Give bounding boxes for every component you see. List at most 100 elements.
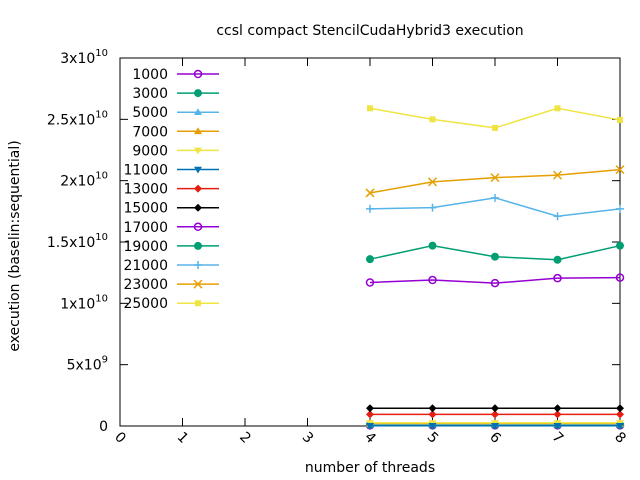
- x-tick-label: 1: [174, 429, 192, 447]
- data-point: [492, 124, 498, 131]
- y-tick-label: 2x1010: [60, 171, 108, 190]
- data-point: [490, 278, 500, 288]
- data-point: [553, 212, 562, 221]
- legend-marker: [194, 241, 202, 250]
- legend-marker: [194, 127, 202, 135]
- legend-label: 5000: [132, 105, 168, 121]
- legend-label: 1000: [132, 67, 168, 83]
- data-point: [616, 422, 624, 430]
- data-point: [365, 188, 375, 198]
- legend-entry: 7000: [132, 124, 219, 140]
- legend-entry: 5000: [132, 105, 219, 121]
- legend-entry: 25000: [123, 296, 219, 312]
- data-point: [491, 422, 499, 430]
- data-point: [616, 410, 624, 419]
- legend-label: 19000: [123, 239, 168, 255]
- legend-marker: [194, 203, 202, 212]
- data-point: [553, 255, 562, 264]
- data-point: [554, 105, 561, 112]
- data-point: [366, 204, 374, 213]
- legend-entry: 21000: [123, 258, 219, 274]
- series-13000: [366, 410, 624, 419]
- data-point: [366, 422, 374, 430]
- series-layer: [365, 105, 625, 430]
- data-point: [366, 410, 374, 419]
- axes: 0 5x109 1x1010 1.5x1010 2x1010 2.5x1010 3x1010…: [47, 48, 629, 447]
- data-point: [616, 241, 624, 250]
- series-11000: [366, 422, 624, 430]
- x-tick-label: 8: [611, 429, 629, 447]
- series-15000: [366, 404, 624, 413]
- legend-marker: [194, 89, 202, 98]
- legend-label: 13000: [123, 182, 168, 198]
- y-tick-label: 2.5x1010: [47, 109, 108, 128]
- data-point: [615, 273, 625, 282]
- legend: 1000 3000 5000 7000 9000 11000 13000 15000 17000…: [123, 67, 219, 312]
- legend-entry: 1000: [132, 67, 219, 83]
- series-19000: [366, 241, 624, 264]
- data-point: [491, 193, 499, 202]
- legend-label: 7000: [132, 124, 168, 140]
- x-tick-label: 3: [299, 429, 317, 447]
- data-point: [429, 116, 436, 123]
- legend-entry: 15000: [123, 201, 219, 217]
- y-tick-label: 0: [99, 419, 108, 435]
- data-point: [428, 422, 437, 430]
- data-point: [427, 177, 438, 187]
- chart-title: ccsl compact StencilCudaHybrid3 executio…: [216, 23, 523, 39]
- data-point: [365, 278, 375, 287]
- data-point: [428, 275, 437, 285]
- series-25000: [367, 105, 623, 131]
- legend-entry: 9000: [132, 143, 219, 159]
- legend-marker: [194, 261, 202, 269]
- data-point: [553, 410, 562, 419]
- x-tick-label: 2: [236, 429, 254, 447]
- data-point: [366, 404, 374, 413]
- data-point: [491, 252, 499, 261]
- plot-frame: [119, 57, 621, 427]
- data-point: [491, 404, 499, 413]
- data-point: [552, 170, 563, 180]
- x-tick-label: 7: [549, 429, 567, 447]
- data-point: [366, 255, 374, 264]
- legend-marker: [193, 222, 203, 232]
- legend-label: 15000: [123, 201, 168, 217]
- legend-label: 23000: [123, 277, 168, 293]
- x-axis-label: number of threads: [305, 460, 435, 476]
- data-point: [367, 105, 373, 112]
- legend-marker: [194, 108, 202, 115]
- legend-label: 21000: [123, 258, 168, 274]
- data-point: [490, 173, 500, 183]
- legend-marker: [194, 147, 202, 155]
- data-point: [553, 404, 562, 413]
- legend-label: 3000: [132, 86, 168, 102]
- legend-marker: [195, 300, 201, 307]
- legend-label: 9000: [132, 143, 168, 159]
- legend-entry: 3000: [132, 86, 219, 102]
- series-line: [369, 276, 621, 284]
- x-tick-label: 0: [111, 429, 129, 447]
- legend-marker: [193, 279, 203, 289]
- data-point: [616, 404, 624, 413]
- legend-entry: 11000: [123, 163, 219, 179]
- legend-label: 25000: [123, 296, 168, 312]
- data-point: [428, 404, 437, 413]
- legend-marker: [194, 166, 202, 174]
- series-line: [369, 168, 621, 194]
- legend-entry: 23000: [123, 277, 219, 293]
- legend-entry: 17000: [123, 220, 219, 236]
- y-tick-label: 1.5x1010: [47, 232, 108, 251]
- data-point: [491, 410, 499, 419]
- legend-entry: 13000: [123, 182, 219, 198]
- data-point: [428, 241, 437, 250]
- x-tick-label: 6: [486, 429, 504, 447]
- data-point: [616, 204, 624, 213]
- data-point: [553, 422, 562, 430]
- legend-label: 11000: [123, 163, 168, 179]
- data-point: [615, 165, 625, 175]
- data-point: [553, 273, 562, 283]
- data-point: [428, 203, 437, 212]
- data-point: [617, 116, 623, 123]
- y-tick-label: 3x1010: [60, 48, 108, 67]
